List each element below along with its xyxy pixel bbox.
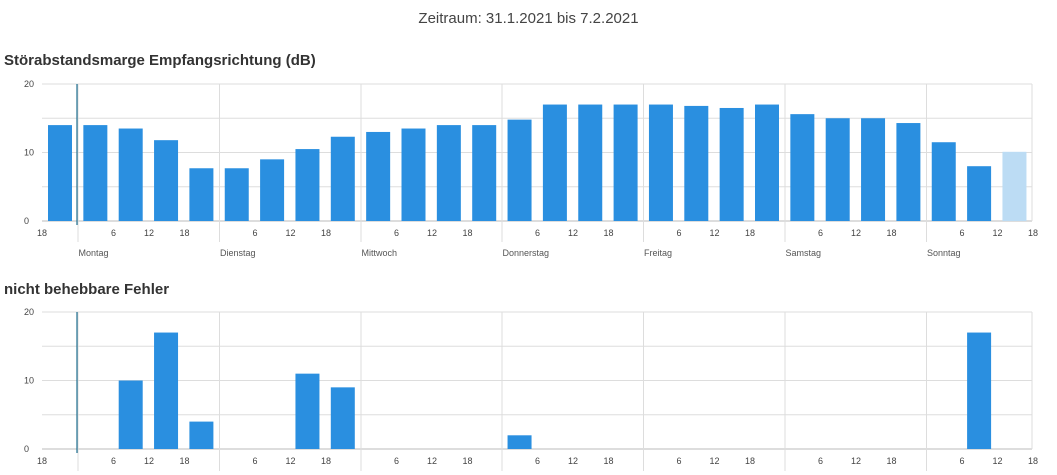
- x-tick-label: 12: [144, 456, 154, 466]
- x-tick-label: 18: [321, 228, 331, 238]
- y-tick-label: 0: [24, 216, 29, 226]
- bar: [931, 142, 956, 221]
- x-tick-label: 18: [1028, 456, 1038, 466]
- errors-chart: 0 10 20 18 6 12 18 6 12 18 6 12 18 6 12 18 6 12 18 6 12 18 6 12…: [24, 307, 1038, 471]
- x-tick-label: 18: [462, 456, 472, 466]
- x-tick-label: 18: [886, 228, 896, 238]
- bar: [154, 332, 179, 449]
- x-tick-label: 18: [321, 456, 331, 466]
- bar: [189, 421, 214, 449]
- bar: [719, 107, 744, 221]
- x-tick-label: 18: [179, 456, 189, 466]
- x-tick-label: 12: [144, 228, 154, 238]
- x-tick-label: 12: [709, 456, 719, 466]
- y-tick-label: 10: [24, 148, 34, 158]
- bar: [401, 128, 426, 221]
- bar: [295, 373, 320, 449]
- x-tick-label: 12: [568, 228, 578, 238]
- bar: [648, 104, 673, 221]
- y-tick-label: 20: [24, 79, 34, 89]
- day-label: Sonntag: [927, 248, 961, 258]
- x-tick-label: 12: [992, 456, 1002, 466]
- x-tick-label: 18: [179, 228, 189, 238]
- bar: [189, 168, 214, 221]
- x-tick-label: 18: [37, 456, 47, 466]
- day-label: Samstag: [786, 248, 822, 258]
- x-tick-label: 6: [959, 456, 964, 466]
- y-tick-label: 0: [24, 444, 29, 454]
- y-tick-label: 10: [24, 376, 34, 386]
- day-label: Donnerstag: [503, 248, 550, 258]
- day-label: Dienstag: [220, 248, 256, 258]
- x-tick-label: 6: [111, 456, 116, 466]
- x-tick-label: 18: [1028, 228, 1038, 238]
- bar: [330, 136, 355, 221]
- x-tick-label: 12: [709, 228, 719, 238]
- x-tick-label: 12: [992, 228, 1002, 238]
- bar: [896, 123, 921, 221]
- x-tick-label: 6: [959, 228, 964, 238]
- x-tick-label: 12: [427, 456, 437, 466]
- day-label: Mittwoch: [362, 248, 398, 258]
- bar: [507, 119, 532, 221]
- x-tick-label: 12: [851, 456, 861, 466]
- bar: [224, 168, 249, 221]
- x-tick-label: 12: [285, 228, 295, 238]
- bar: [1002, 151, 1027, 221]
- bar: [260, 159, 285, 221]
- x-tick-label: 12: [427, 228, 437, 238]
- snr-chart-title: Störabstandsmarge Empfangsrichtung (dB): [4, 52, 316, 69]
- bar: [542, 104, 567, 221]
- x-tick-label: 18: [745, 456, 755, 466]
- bar: [613, 104, 638, 221]
- x-tick-label: 6: [818, 456, 823, 466]
- x-tick-label: 6: [676, 228, 681, 238]
- bar: [83, 125, 108, 221]
- bar: [861, 118, 886, 221]
- x-tick-label: 18: [886, 456, 896, 466]
- bar: [154, 140, 179, 221]
- x-tick-label: 6: [252, 456, 257, 466]
- x-tick-label: 18: [603, 228, 613, 238]
- bar: [436, 125, 461, 221]
- bar: [330, 387, 355, 449]
- bar: [48, 125, 72, 221]
- x-tick-label: 6: [676, 456, 681, 466]
- x-tick-label: 18: [462, 228, 472, 238]
- bar: [118, 128, 143, 221]
- x-tick-label: 12: [851, 228, 861, 238]
- period-label: Zeitraum: 31.1.2021 bis 7.2.2021: [418, 10, 639, 27]
- bar: [295, 149, 320, 221]
- day-label: Freitag: [644, 248, 672, 258]
- x-tick-label: 18: [37, 228, 47, 238]
- bar: [967, 332, 992, 449]
- x-tick-label: 6: [111, 228, 116, 238]
- bar: [790, 114, 815, 221]
- day-label: Montag: [79, 248, 109, 258]
- x-tick-label: 6: [535, 456, 540, 466]
- bar: [472, 125, 497, 221]
- bar: [825, 118, 850, 221]
- y-tick-label: 20: [24, 307, 34, 317]
- x-tick-label: 18: [603, 456, 613, 466]
- x-tick-label: 6: [394, 456, 399, 466]
- bar: [967, 166, 992, 221]
- bar: [755, 104, 779, 221]
- x-tick-label: 6: [252, 228, 257, 238]
- bar: [578, 104, 603, 221]
- x-tick-label: 12: [285, 456, 295, 466]
- x-tick-label: 6: [535, 228, 540, 238]
- bar: [118, 380, 143, 449]
- x-tick-label: 18: [745, 228, 755, 238]
- x-tick-label: 6: [394, 228, 399, 238]
- bar: [507, 435, 532, 449]
- errors-chart-title: nicht behebbare Fehler: [4, 281, 170, 298]
- bar: [366, 131, 391, 221]
- bar: [684, 105, 709, 221]
- x-tick-label: 6: [818, 228, 823, 238]
- snr-chart: 0 10 20 18 6 12 18 6 12 18 6 12 18 6 12 18 6 12 18 6 12 18 6 12…: [24, 79, 1038, 258]
- x-tick-label: 12: [568, 456, 578, 466]
